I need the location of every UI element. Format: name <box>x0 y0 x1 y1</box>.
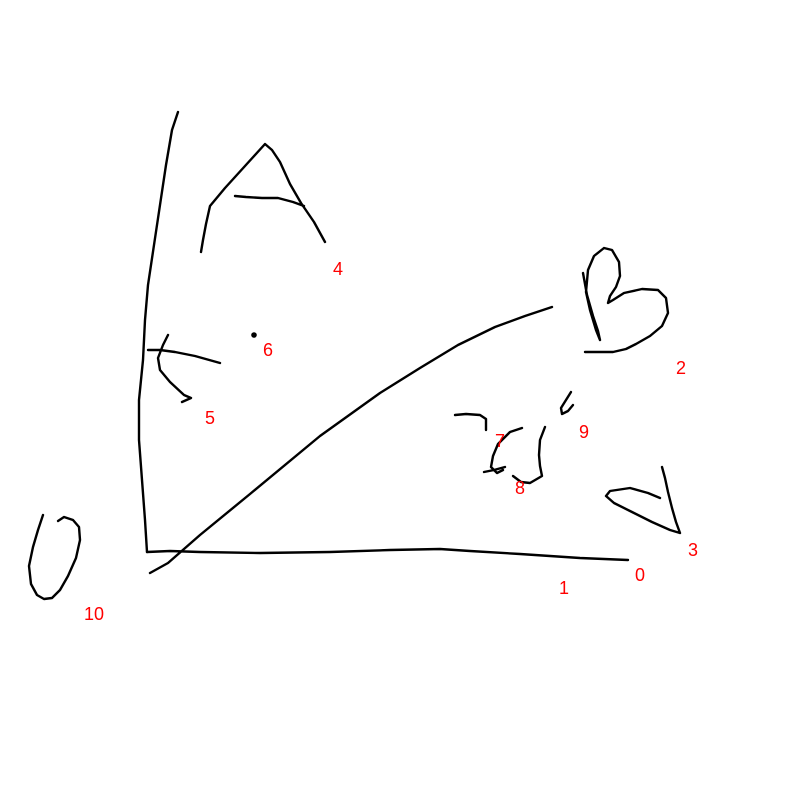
stroke-number-labels: 0 1 2 3 4 5 6 7 8 9 10 <box>84 259 698 624</box>
stroke-3-letter-d <box>604 465 682 535</box>
stroke-6-dot <box>251 332 257 338</box>
stroke-10-letter-o <box>27 513 82 601</box>
label-10: 10 <box>84 604 104 624</box>
label-5: 5 <box>205 408 215 428</box>
label-1: 1 <box>559 578 569 598</box>
stroke-4-letter-a <box>199 142 327 254</box>
label-2: 2 <box>676 358 686 378</box>
stroke-y-axis <box>137 110 180 554</box>
stroke-8-squiggle <box>482 426 524 475</box>
label-9: 9 <box>579 422 589 442</box>
stroke-7-mark <box>453 412 488 432</box>
stroke-1-diagonal <box>148 305 554 575</box>
label-3: 3 <box>688 540 698 560</box>
label-7: 7 <box>495 431 505 451</box>
label-0: 0 <box>635 565 645 585</box>
stroke-5-letter-x <box>146 348 222 365</box>
stroke-4-letter-a-bar <box>233 194 306 208</box>
stroke-5-letter-x-diag <box>156 333 193 404</box>
ink-strokes <box>27 110 682 601</box>
label-4: 4 <box>333 259 343 279</box>
label-8: 8 <box>515 478 525 498</box>
stroke-9-hook <box>559 390 575 416</box>
label-6: 6 <box>263 340 273 360</box>
stroke-8-squiggle-hook <box>511 425 547 485</box>
stroke-0-x-axis <box>145 547 630 562</box>
stroke-2-letter-b <box>581 246 670 354</box>
